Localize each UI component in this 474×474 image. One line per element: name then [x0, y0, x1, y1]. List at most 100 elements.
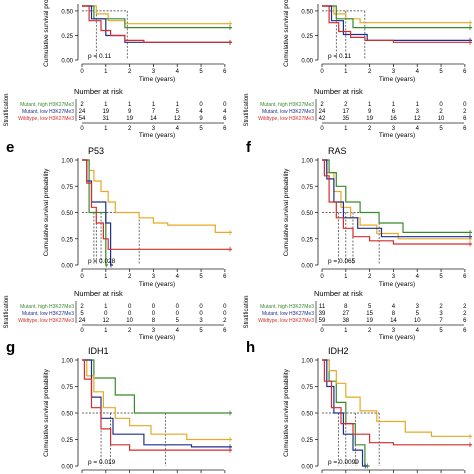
- survival-curve-red: [82, 359, 232, 451]
- panel-top-2: 0.50 0.25 0.00 Cumulative survival probabil…: [283, 0, 472, 83]
- survival-curve-green: [82, 5, 232, 29]
- risk-x-tick-label: 5: [439, 126, 443, 132]
- risk-count: 0: [176, 304, 180, 310]
- x-tick-label: 3: [392, 274, 396, 280]
- stratification-label: Stratification: [4, 93, 10, 126]
- risk-x-tick-label: 6: [463, 126, 467, 132]
- x-axis-label: Time (years): [379, 76, 415, 83]
- panel-title: RAS: [328, 146, 347, 156]
- x-axis-label: Time (years): [379, 281, 415, 288]
- x-tick-label: 5: [439, 69, 443, 75]
- x-tick-label: 3: [152, 69, 156, 75]
- survival-curve-blue: [82, 5, 232, 43]
- risk-count: 19: [126, 116, 133, 122]
- y-tick-label: 0.00: [61, 264, 73, 270]
- legend-entry: Mutant, low H3K27Me3: [22, 109, 74, 115]
- survival-curve-orange: [82, 159, 232, 233]
- risk-x-tick-label: 6: [223, 126, 227, 132]
- risk-count: 5: [416, 311, 420, 317]
- survival-curve-red: [322, 5, 472, 43]
- x-tick-label: 1: [104, 274, 108, 280]
- x-tick-label: 2: [128, 69, 132, 75]
- risk-x-tick-label: 1: [104, 328, 108, 334]
- risk-count: 11: [319, 304, 326, 310]
- risk-x-tick-label: 5: [439, 328, 443, 334]
- survival-curve-green: [322, 359, 370, 467]
- risk-count: 31: [102, 116, 109, 122]
- risk-x-axis-label: Time (years): [139, 132, 175, 139]
- risk-x-tick-label: 0: [80, 126, 84, 132]
- x-tick-label: 4: [176, 274, 180, 280]
- panel-title: IDH1: [88, 346, 109, 356]
- risk-table: Number at risk Stratification Mutant, high…: [4, 87, 227, 139]
- risk-x-tick-label: 4: [176, 328, 180, 334]
- risk-count: 1: [368, 102, 372, 108]
- panel-f: f RAS 1.00 0.75 0.50 0.25 0.00 Cumulative survi…: [246, 139, 472, 288]
- risk-x-tick-label: 1: [344, 126, 348, 132]
- risk-x-tick-label: 3: [152, 328, 156, 334]
- x-tick-label: 6: [463, 274, 467, 280]
- risk-count: 10: [438, 116, 445, 122]
- y-tick-label: 0.00: [61, 465, 73, 471]
- y-tick-label: 0.50: [301, 211, 313, 217]
- x-tick-label: 4: [416, 274, 420, 280]
- x-tick-label: 0: [80, 69, 84, 75]
- risk-count: 1: [176, 102, 180, 108]
- x-axis-label: Time (years): [139, 281, 175, 288]
- risk-count: 19: [102, 109, 109, 115]
- risk-count: 0: [223, 311, 227, 317]
- risk-count: 17: [342, 109, 349, 115]
- risk-count: 5: [80, 311, 84, 317]
- x-tick-label: 5: [439, 274, 443, 280]
- x-tick-label: 6: [223, 69, 227, 75]
- risk-count: 19: [366, 318, 373, 324]
- y-tick-label: 0.25: [61, 34, 73, 40]
- x-axis-label: Time (years): [139, 76, 175, 83]
- panel-top-1: 0.50 0.25 0.00 Cumulative survival probabil…: [43, 0, 232, 83]
- stratification-label: Stratification: [244, 295, 250, 328]
- risk-count: 39: [319, 311, 326, 317]
- risk-count: 5: [176, 318, 180, 324]
- survival-curve-orange: [322, 5, 472, 24]
- risk-count: 2: [463, 311, 467, 317]
- risk-count: 1: [392, 102, 396, 108]
- risk-count: 15: [366, 311, 373, 317]
- y-tick-label: 0.50: [61, 211, 73, 217]
- risk-count: 35: [342, 116, 349, 122]
- risk-x-tick-label: 0: [80, 328, 84, 334]
- y-tick-label: 0.25: [301, 237, 313, 243]
- legend-entry: Mutant, high H3K27Me3: [20, 304, 74, 310]
- survival-curve-orange: [322, 359, 472, 437]
- x-tick-label: 1: [344, 69, 348, 75]
- risk-count: 3: [416, 109, 420, 115]
- y-tick-label: 1.00: [301, 159, 313, 165]
- risk-count: 1: [152, 102, 156, 108]
- y-tick-label: 0.50: [301, 412, 313, 418]
- risk-x-tick-label: 0: [320, 126, 324, 132]
- y-tick-label: 0.25: [301, 34, 313, 40]
- legend-entry: Wildtype, low H3K27Me3: [18, 116, 74, 122]
- risk-count: 24: [79, 109, 86, 115]
- panel-e: e P53 1.00 0.75 0.50 0.25 0.00 Cumulative survi…: [6, 139, 232, 288]
- risk-count: 0: [439, 102, 443, 108]
- risk-count: 0: [128, 304, 132, 310]
- panel-letter: h: [246, 339, 255, 356]
- p-value: p = 0.11: [88, 53, 112, 60]
- risk-count: 2: [463, 304, 467, 310]
- y-axis-label: Cumulative survival probability: [283, 168, 290, 257]
- risk-count: 24: [319, 109, 326, 115]
- risk-count: 16: [390, 116, 397, 122]
- risk-count: 2: [439, 109, 443, 115]
- risk-count: 3: [439, 311, 443, 317]
- x-tick-label: 1: [344, 274, 348, 280]
- risk-count: 54: [79, 116, 86, 122]
- risk-x-axis-label: Time (years): [139, 334, 175, 341]
- survival-curve-red: [82, 159, 232, 250]
- risk-count: 1: [104, 102, 108, 108]
- risk-x-tick-label: 3: [152, 126, 156, 132]
- legend-entry: Mutant, high H3K27Me3: [20, 102, 74, 108]
- y-tick-label: 0.00: [301, 465, 313, 471]
- risk-count: 3: [199, 318, 203, 324]
- risk-x-tick-label: 2: [128, 328, 132, 334]
